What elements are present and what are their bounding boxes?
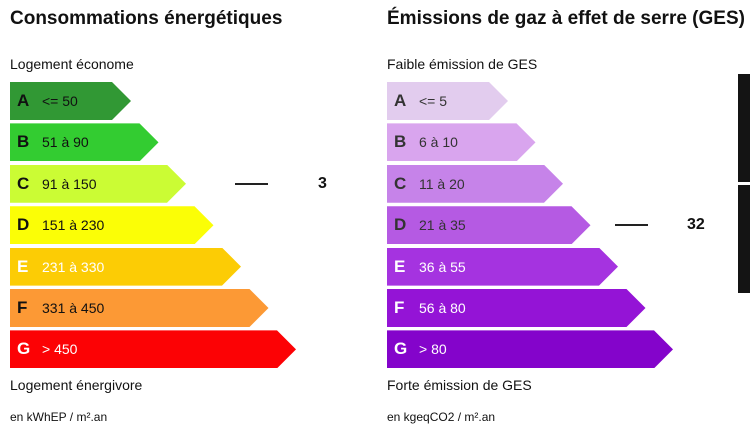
class-bar-e: E 231 à 330	[10, 248, 241, 286]
ges-bottom-label: Forte émission de GES	[387, 377, 532, 393]
class-bar-g: G > 80	[387, 330, 673, 368]
class-range: 6 à 10	[419, 134, 458, 151]
class-range: 331 à 450	[42, 300, 105, 316]
ges-current-value: 32	[687, 216, 705, 234]
energy-chart-title: Consommations énergétiques	[10, 8, 283, 29]
ges-chart-title: Émissions de gaz à effet de serre (GES)	[387, 8, 745, 29]
class-letter: B	[394, 132, 407, 152]
class-letter: F	[17, 298, 28, 317]
side-panel-top	[738, 74, 750, 182]
class-bar-c: C 91 à 150	[10, 165, 186, 203]
ges-unit: en kgeqCO2 / m².an	[387, 410, 496, 424]
class-letter: G	[394, 339, 408, 359]
class-range: 36 à 55	[419, 258, 466, 275]
class-letter: E	[17, 256, 29, 276]
class-letter: D	[17, 215, 30, 235]
energy-bottom-label: Logement énergivore	[10, 377, 143, 393]
class-bar-g: G > 450	[10, 330, 296, 368]
class-bar-d: D 21 à 35	[387, 206, 591, 244]
energy-top-label: Logement économe	[10, 56, 134, 72]
class-letter: B	[17, 132, 30, 152]
class-letter: A	[17, 91, 30, 110]
class-letter: E	[394, 256, 406, 276]
class-bar-e: E 36 à 55	[387, 248, 618, 286]
class-range: 91 à 150	[42, 175, 97, 192]
energy-unit: en kWhEP / m².an	[10, 410, 108, 424]
class-letter: F	[394, 298, 405, 317]
class-letter: D	[394, 215, 407, 235]
class-range: 151 à 230	[42, 217, 105, 234]
class-range: > 80	[419, 341, 447, 358]
class-range: 231 à 330	[42, 258, 105, 275]
class-bar-b: B 51 à 90	[10, 123, 159, 161]
class-bar-c: C 11 à 20	[387, 165, 563, 203]
class-range: <= 50	[42, 93, 78, 109]
energy-marker-line	[235, 182, 268, 185]
class-bar-f: F 331 à 450	[10, 289, 269, 327]
class-range: 56 à 80	[419, 300, 466, 316]
class-letter: C	[394, 173, 407, 193]
class-letter: A	[394, 91, 407, 110]
class-letter: G	[17, 339, 31, 359]
ges-top-label: Faible émission de GES	[387, 56, 538, 72]
ges-marker-line	[615, 224, 648, 227]
side-panel-bottom	[738, 185, 750, 293]
class-letter: C	[17, 173, 30, 193]
class-range: 21 à 35	[419, 217, 466, 234]
class-bar-a: A <= 50	[10, 82, 131, 120]
class-range: 11 à 20	[419, 175, 465, 192]
class-range: > 450	[42, 341, 78, 358]
class-bar-d: D 151 à 230	[10, 206, 214, 244]
energy-current-value: 3	[318, 174, 327, 192]
class-bar-a: A <= 5	[387, 82, 508, 120]
class-bar-b: B 6 à 10	[387, 123, 536, 161]
class-range: 51 à 90	[42, 134, 89, 151]
class-range: <= 5	[419, 93, 448, 109]
class-bar-f: F 56 à 80	[387, 289, 646, 327]
